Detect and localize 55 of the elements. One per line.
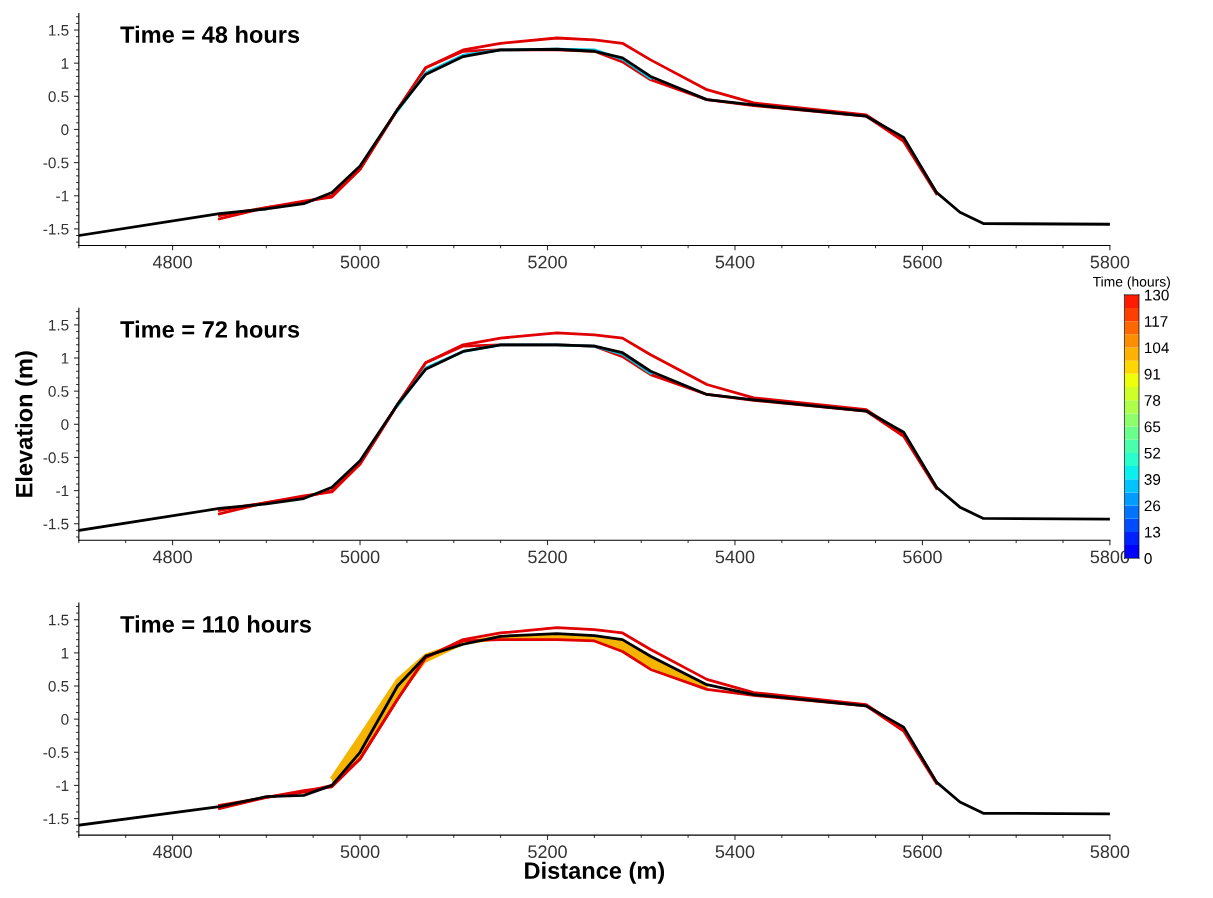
y-tick-label: 1.5: [49, 614, 69, 626]
y-tick-label: -1.5: [43, 518, 69, 530]
y-tick-label: 0: [61, 714, 69, 725]
color-bar-label: 26: [1144, 500, 1161, 512]
color-bar-label: 13: [1145, 526, 1161, 538]
y-tick-label: 1: [61, 58, 69, 69]
x-tick-label: 5800: [1090, 845, 1130, 859]
y-tick-label: -1.5: [43, 223, 69, 235]
color-bar-label: 104: [1145, 342, 1169, 354]
x-tick-label: 5000: [340, 550, 380, 564]
x-tick-label: 5000: [340, 845, 380, 859]
y-tick-label: -0.5: [43, 747, 69, 758]
color-bar-label: 65: [1144, 421, 1161, 433]
x-tick-label: 4800: [152, 255, 192, 269]
y-tick-label: -0.5: [43, 157, 69, 169]
y-tick-label: 1: [61, 647, 69, 659]
x-tick-label: 5600: [903, 255, 942, 269]
x-tick-label: 5200: [528, 550, 567, 564]
x-tick-label: 4800: [152, 845, 192, 859]
x-axis-title: Distance (m): [525, 861, 665, 884]
x-tick-label: 5600: [903, 550, 942, 564]
y-tick-label: 1.5: [49, 319, 69, 331]
y-tick-label: 0.5: [48, 91, 69, 103]
color-bar-label: 91: [1144, 368, 1161, 380]
y-tick-label: 0.5: [48, 386, 69, 397]
y-axis-title: Elevation (m): [15, 351, 38, 497]
chart-title: Time = 110 hours: [120, 615, 311, 633]
y-tick-label: 0: [61, 124, 69, 136]
color-bar-label: 78: [1144, 395, 1161, 406]
x-tick-label: 5400: [715, 845, 755, 859]
x-tick-label: 4800: [152, 550, 192, 564]
x-tick-label: 5400: [715, 255, 755, 269]
color-bar-title: Time (hours): [1092, 276, 1170, 290]
chart-title: Time = 72 hours: [120, 320, 300, 338]
chart-title: Time = 48 hours: [120, 25, 300, 44]
color-bar-label: 0: [1144, 553, 1152, 564]
x-tick-label: 5400: [715, 550, 755, 564]
color-bar-label: 52: [1144, 447, 1161, 459]
y-tick-label: 1.5: [49, 25, 69, 36]
x-tick-label: 5200: [528, 845, 567, 859]
color-bar-label: 39: [1144, 474, 1161, 485]
y-tick-label: -1: [56, 190, 69, 202]
color-bar-label: 130: [1145, 289, 1169, 301]
y-tick-label: 0.5: [48, 680, 69, 692]
x-tick-label: 5800: [1090, 255, 1130, 269]
y-tick-label: -1: [56, 485, 69, 497]
x-tick-label: 5200: [528, 255, 567, 269]
y-tick-label: 1: [61, 353, 69, 364]
y-tick-label: 0: [61, 419, 69, 430]
y-tick-label: -0.5: [43, 452, 69, 464]
color-bar-label: 117: [1145, 316, 1168, 327]
x-tick-label: 5000: [340, 255, 380, 269]
x-tick-label: 5600: [903, 845, 942, 859]
y-tick-label: -1: [56, 780, 69, 791]
y-tick-label: -1.5: [43, 813, 69, 825]
